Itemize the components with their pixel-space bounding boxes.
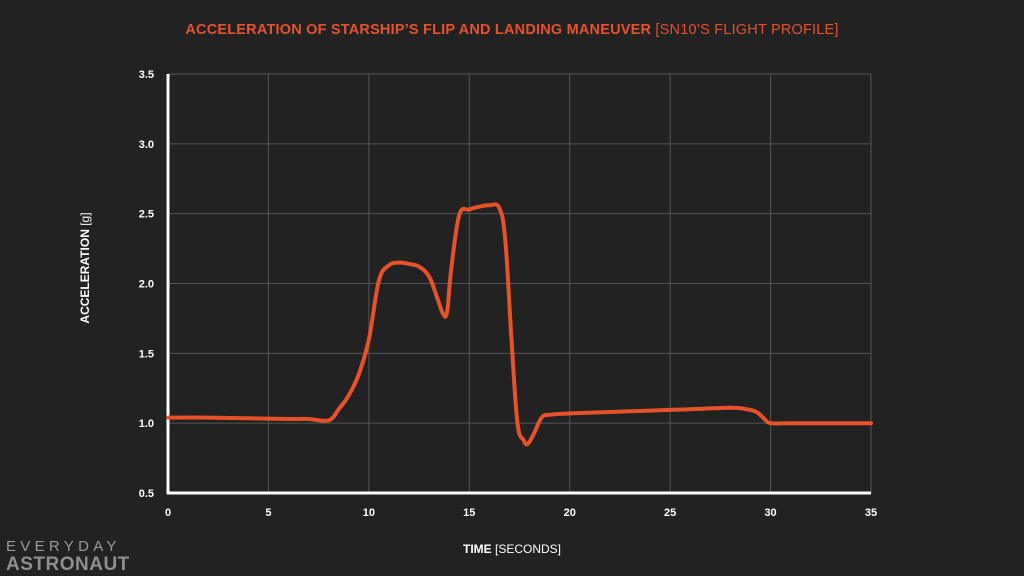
y-tick-label: 3.5 (139, 69, 154, 81)
x-tick-label: 5 (265, 507, 271, 519)
y-tick-label: 3.0 (139, 139, 154, 151)
x-tick-label: 25 (664, 507, 676, 519)
x-tick-label: 30 (764, 507, 776, 519)
chart-title-main: ACCELERATION OF STARSHIP’S FLIP AND LAND… (185, 22, 652, 38)
acceleration-series-line (166, 202, 873, 447)
series-lines (166, 202, 873, 447)
x-tick-label: 35 (865, 507, 877, 519)
y-tick-label: 0.5 (139, 488, 154, 500)
x-axis-label-main: TIME (462, 542, 492, 556)
chart-title-sub: [SN10’S FLIGHT PROFILE] (655, 22, 839, 38)
x-tick-label: 20 (564, 507, 576, 519)
tick-labels: 0 5 10 15 20 25 30 35 0.5 1.0 1.5 2.0 2.5 3.0 3.5 (139, 69, 877, 519)
everyday-astronaut-logo: EVERYDAY ASTRONAUT (6, 539, 130, 575)
logo-line-1: EVERYDAY (6, 538, 121, 555)
y-tick-label: 2.5 (139, 209, 154, 221)
y-axis-label: ACCELERATION [g] (78, 212, 92, 323)
y-tick-label: 1.0 (139, 418, 154, 430)
y-tick-label: 2.0 (139, 279, 154, 291)
x-tick-label: 15 (463, 507, 475, 519)
chart-title: ACCELERATION OF STARSHIP’S FLIP AND LAND… (0, 22, 1024, 38)
y-tick-label: 1.5 (139, 348, 154, 360)
logo-line-2: ASTRONAUT (6, 554, 130, 575)
chart-axes (166, 74, 871, 495)
x-axis-label: TIME [SECONDS] (0, 542, 1024, 556)
y-axis-label-main: ACCELERATION (78, 229, 92, 324)
x-tick-label: 10 (363, 507, 375, 519)
y-axis-label-unit: [g] (78, 212, 92, 226)
x-axis-label-unit: [SECONDS] (495, 542, 562, 556)
x-tick-label: 0 (165, 507, 171, 519)
